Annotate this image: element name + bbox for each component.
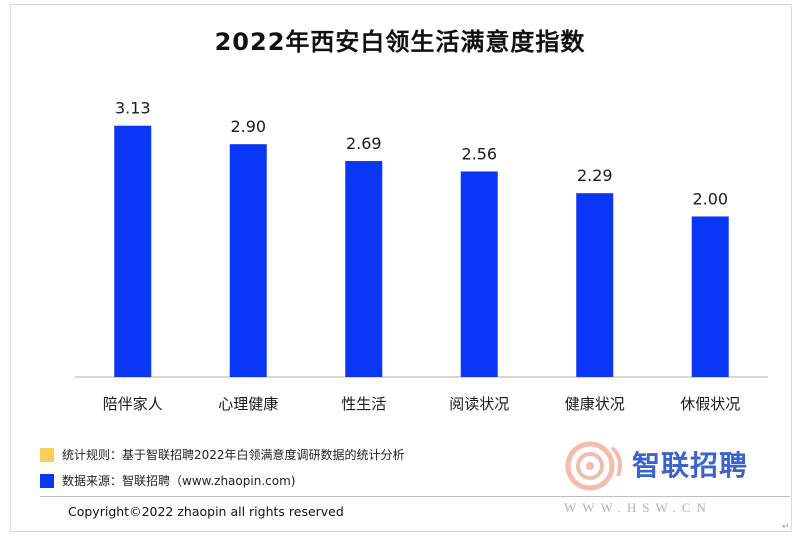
watermark: 智联招聘 WWW.HSW.CN [560,428,790,528]
legend-source-label: 数据来源：智联招聘（www.zhaopin.com) [62,474,296,488]
hsw-logo-icon [565,441,622,491]
category-label-5: 健康状况 [565,395,625,413]
legend-source-swatch [40,473,54,488]
copyright-text: Copyright©2022 zhaopin all rights reserv… [68,504,344,519]
bar-chart: 3.13 2.90 2.69 2.56 2.29 2.00 陪伴家人 心理健康 性生活 阅读状况… [75,99,768,413]
watermark-brand: 智联招聘 [632,449,749,482]
data-label-6: 2.00 [692,189,728,208]
bar-6 [691,216,729,377]
footer-divider [40,496,790,497]
category-label-2: 心理健康 [218,395,278,413]
legend-source: 数据来源：智联招聘（www.zhaopin.com) [40,472,295,489]
data-label-4: 2.56 [461,144,497,163]
data-label-3: 2.69 [346,134,382,153]
legend-rule: 统计规则：基于智联招聘2022年白领满意度调研数据的统计分析 [40,446,405,463]
data-label-1: 3.13 [115,99,151,118]
legend-rule-label: 统计规则：基于智联招聘2022年白领满意度调研数据的统计分析 [62,448,405,462]
category-label-3: 性生活 [341,395,386,413]
bar-2 [229,144,267,377]
bar-3 [345,161,383,377]
category-label-1: 陪伴家人 [103,395,163,413]
data-label-5: 2.29 [577,166,613,185]
category-label-4: 阅读状况 [449,395,509,413]
bar-4 [460,171,498,377]
corner-mark: ↵ [782,522,790,532]
bar-1 [114,125,152,377]
legend-rule-swatch [40,447,54,462]
category-label-6: 休假状况 [680,395,740,413]
data-label-2: 2.90 [230,117,266,136]
bar-5 [576,193,614,377]
image-frame [10,4,792,532]
watermark-url: WWW.HSW.CN [564,500,712,515]
chart-title: 2022年西安白领生活满意度指数 [214,28,586,56]
